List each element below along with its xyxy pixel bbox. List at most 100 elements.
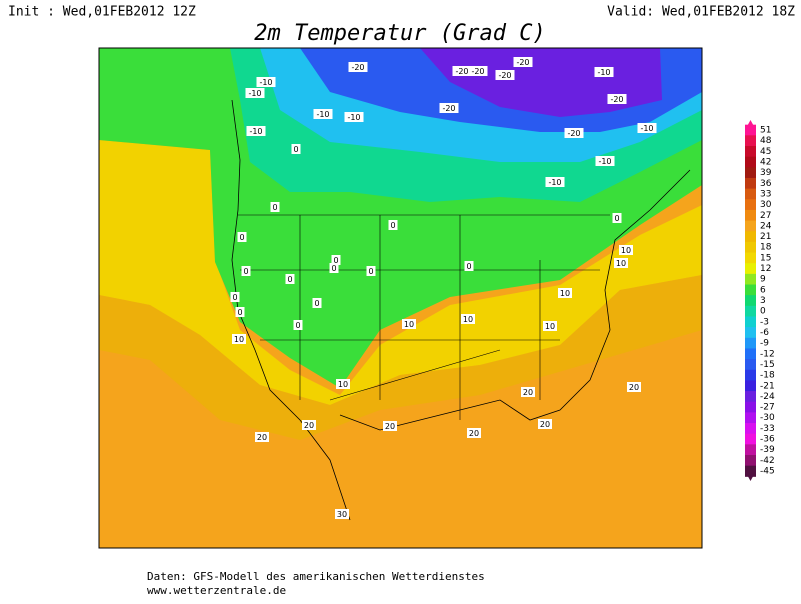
contour-label-box bbox=[270, 202, 280, 212]
scale-label: 24 bbox=[760, 221, 772, 231]
scale-label: 42 bbox=[760, 157, 771, 167]
contour-label: 10 bbox=[560, 289, 570, 298]
contour-label: 0 bbox=[293, 145, 298, 154]
contour-label-box bbox=[545, 177, 565, 187]
scale-label: -24 bbox=[760, 392, 775, 402]
contour-label-box bbox=[246, 126, 266, 136]
contour-label-box bbox=[331, 255, 341, 265]
scale-swatch bbox=[745, 423, 756, 435]
contour-label: -10 bbox=[548, 178, 561, 187]
contour-label-box bbox=[366, 266, 376, 276]
scale-label: -9 bbox=[760, 339, 769, 349]
scale-label: -3 bbox=[760, 317, 769, 327]
scale-swatch bbox=[745, 337, 756, 349]
scale-label: -36 bbox=[760, 435, 775, 445]
contour-label: 0 bbox=[272, 203, 277, 212]
scale-swatch bbox=[745, 305, 756, 317]
contour-label: 30 bbox=[337, 510, 347, 519]
contour-label-box bbox=[637, 123, 657, 133]
contour-label: 0 bbox=[243, 267, 248, 276]
map-title: 2m Temperatur (Grad C) bbox=[254, 21, 545, 46]
contour-label: -10 bbox=[316, 110, 329, 119]
contour-label-box bbox=[255, 432, 269, 442]
scale-swatch bbox=[745, 209, 756, 222]
contour-label: 0 bbox=[331, 264, 336, 273]
scale-swatch bbox=[745, 444, 756, 456]
contour-label: 20 bbox=[469, 429, 479, 438]
scale-swatch bbox=[745, 177, 756, 190]
scale-label: 27 bbox=[760, 211, 771, 221]
scale-swatch bbox=[745, 391, 756, 403]
scale-swatch bbox=[745, 220, 756, 232]
contour-label: -20 bbox=[442, 104, 455, 113]
scale-label: 0 bbox=[760, 307, 766, 317]
scale-label: 9 bbox=[760, 275, 766, 285]
contour-label: 0 bbox=[295, 321, 300, 330]
scale-swatch bbox=[745, 316, 756, 328]
contour-label-box bbox=[335, 509, 349, 519]
contour-label-box bbox=[452, 66, 472, 76]
scale-label: -15 bbox=[760, 360, 775, 370]
contour-label: 0 bbox=[239, 233, 244, 242]
contour-label: -20 bbox=[498, 71, 511, 80]
scale-label: -45 bbox=[760, 467, 775, 477]
scale-label: 45 bbox=[760, 147, 771, 157]
scale-label: 39 bbox=[760, 168, 772, 178]
scale-label: -27 bbox=[760, 403, 775, 413]
contour-label: -10 bbox=[597, 68, 610, 77]
scale-swatch bbox=[745, 231, 756, 243]
contour-label-box bbox=[558, 288, 572, 298]
contour-label-box bbox=[291, 144, 301, 154]
contour-label-box bbox=[230, 292, 240, 302]
contour-label: 10 bbox=[463, 315, 473, 324]
contour-label-box bbox=[521, 387, 535, 397]
contour-label-box bbox=[439, 103, 459, 113]
coastline bbox=[231, 99, 691, 521]
scale-label: 30 bbox=[760, 200, 772, 210]
contour-label: -10 bbox=[598, 157, 611, 166]
contour-label: 20 bbox=[629, 383, 639, 392]
contour-label: 0 bbox=[287, 275, 292, 284]
contour-label: -20 bbox=[455, 67, 468, 76]
contour-label-box bbox=[336, 379, 350, 389]
contour-label: 10 bbox=[621, 246, 631, 255]
contour-label: 10 bbox=[404, 320, 414, 329]
scale-label: 48 bbox=[760, 136, 772, 146]
scale-swatch bbox=[745, 252, 756, 264]
contour-label: 10 bbox=[545, 322, 555, 331]
contour-label: 10 bbox=[338, 380, 348, 389]
contour-label: 0 bbox=[314, 299, 319, 308]
contour-label: -10 bbox=[347, 113, 360, 122]
map-frame bbox=[98, 47, 703, 549]
contour-label-box bbox=[256, 77, 276, 87]
contour-label-box bbox=[627, 382, 641, 392]
contour-label-box bbox=[245, 88, 265, 98]
scale-swatch bbox=[745, 156, 756, 168]
init-time: Init : Wed,01FEB2012 12Z bbox=[8, 5, 196, 20]
contour-label-box bbox=[235, 307, 245, 317]
scale-swatch bbox=[745, 188, 756, 200]
field-yellow bbox=[99, 140, 702, 405]
contour-label: 10 bbox=[616, 259, 626, 268]
contour-label-box bbox=[467, 428, 481, 438]
contour-label: 0 bbox=[237, 308, 242, 317]
scale-swatch bbox=[745, 401, 756, 413]
scale-label: 12 bbox=[760, 264, 771, 274]
scale-label: -33 bbox=[760, 424, 775, 434]
borders bbox=[238, 214, 610, 420]
scale-swatch bbox=[745, 359, 756, 371]
scale-label: 6 bbox=[760, 285, 766, 295]
contour-label-box bbox=[564, 128, 584, 138]
contour-label: -20 bbox=[610, 95, 623, 104]
scale-label: -21 bbox=[760, 381, 775, 391]
scale-swatch bbox=[745, 284, 756, 296]
contour-label: -20 bbox=[351, 63, 364, 72]
contour-label: -10 bbox=[249, 127, 262, 136]
contour-label-box bbox=[619, 245, 633, 255]
contour-label-box bbox=[612, 213, 622, 223]
contour-label: 0 bbox=[466, 262, 471, 271]
contour-label: -20 bbox=[516, 58, 529, 67]
contour-label-box bbox=[383, 421, 397, 431]
scale-swatch bbox=[745, 241, 756, 254]
scale-swatch bbox=[745, 263, 756, 275]
